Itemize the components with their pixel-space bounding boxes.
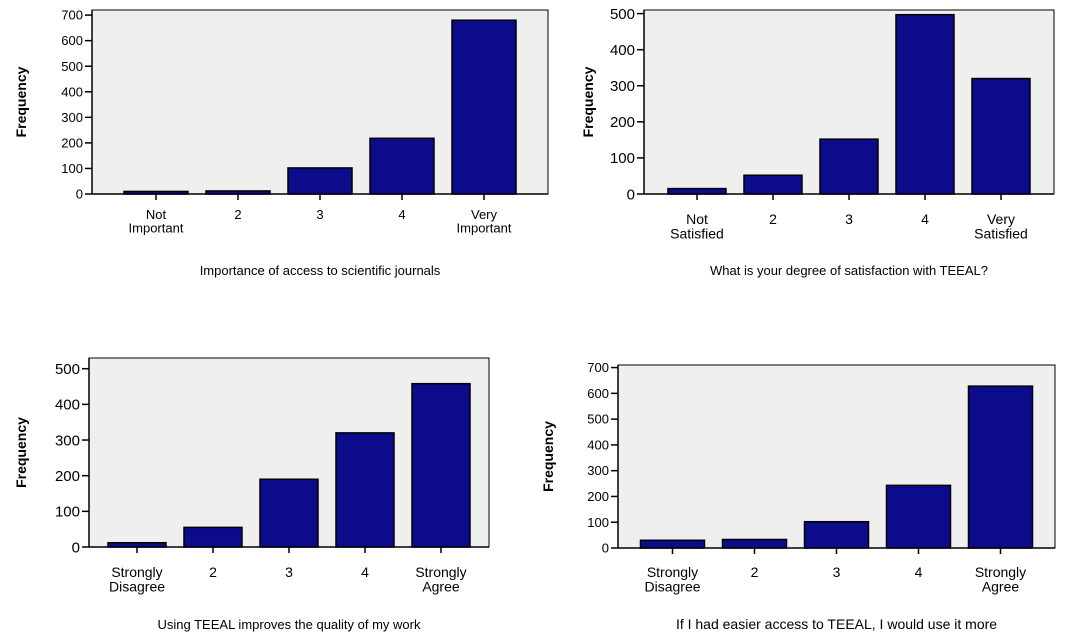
x-axis-title: If I had easier access to TEEAL, I would… — [676, 616, 997, 632]
x-tick-label: 4 — [361, 564, 369, 580]
y-tick-label: 100 — [55, 504, 80, 521]
x-tick-label: 4 — [915, 564, 923, 580]
x-axis-title: What is your degree of satisfaction with… — [710, 263, 988, 278]
x-axis-title: Using TEEAL improves the quality of my w… — [158, 617, 421, 632]
bar-5 — [451, 19, 517, 195]
bar-3 — [287, 167, 353, 195]
x-tick-label: 2 — [234, 207, 241, 222]
y-tick-label: 300 — [55, 432, 80, 449]
bar-3 — [259, 478, 319, 548]
y-tick-label: 0 — [76, 187, 83, 202]
chart-panel-4: 0 100 200 300 400 500 600 700 Strongly Disagree 2 3… — [540, 360, 1056, 632]
y-tick-label: 100 — [610, 150, 635, 167]
bar-4 — [885, 484, 952, 549]
bar-2 — [721, 538, 788, 549]
chart-panel-1: 0 100 200 300 400 500 600 700 Not Important 2 3 4 Ver… — [13, 8, 549, 278]
bar-5 — [971, 77, 1031, 195]
chart-panel-2: 0 100 200 300 400 500 Not Satisfied 2 3 4 Very Satis… — [580, 6, 1055, 278]
x-tick-label: 4 — [398, 207, 405, 222]
x-tick-label: Strongly Disagree — [644, 564, 700, 595]
x-tick-label: 3 — [833, 564, 841, 580]
x-tick-label: Not Satisfied — [670, 211, 724, 242]
bar-1 — [107, 541, 167, 548]
x-tick-label: Very Important — [457, 207, 512, 236]
y-tick-label: 0 — [72, 539, 80, 556]
bar-3 — [819, 138, 879, 195]
bar-5 — [967, 385, 1034, 549]
y-tick-label: 200 — [610, 114, 635, 131]
x-tick-label: Strongly Disagree — [109, 564, 165, 595]
x-tick-label: Not Important — [129, 207, 184, 236]
x-tick-label: 3 — [285, 564, 293, 580]
y-tick-label: 100 — [61, 161, 83, 176]
x-tick-label: 3 — [316, 207, 323, 222]
y-tick-label: 500 — [610, 6, 635, 23]
y-tick-label: 200 — [55, 468, 80, 485]
y-axis-title: Frequency — [13, 417, 29, 488]
y-tick-label: 400 — [61, 84, 83, 99]
y-tick-label: 0 — [602, 541, 609, 556]
bar-1 — [123, 190, 189, 195]
bar-1 — [639, 539, 706, 549]
bar-4 — [369, 137, 435, 195]
y-tick-label: 400 — [587, 437, 609, 452]
y-axis-title: Frequency — [580, 66, 596, 137]
bar-2 — [205, 190, 271, 195]
bar-3 — [803, 520, 870, 549]
x-tick-label: Very Satisfied — [974, 211, 1028, 242]
y-tick-label: 400 — [610, 42, 635, 59]
y-tick-label: 300 — [610, 78, 635, 95]
x-tick-label: 4 — [921, 211, 929, 227]
x-tick-label: Strongly Agree — [415, 564, 466, 595]
y-tick-label: 700 — [61, 8, 83, 23]
x-tick-label: 3 — [845, 211, 853, 227]
y-tick-label: 200 — [587, 489, 609, 504]
y-axis-title: Frequency — [13, 66, 29, 137]
bar-5 — [411, 382, 471, 548]
chart-panel-3: 0 100 200 300 400 500 Strongly Disagree 2 3 4 Stron… — [13, 357, 490, 632]
y-tick-label: 100 — [587, 515, 609, 530]
y-tick-label: 500 — [587, 412, 609, 427]
y-tick-label: 600 — [587, 386, 609, 401]
y-tick-label: 400 — [55, 397, 80, 414]
y-tick-label: 200 — [61, 135, 83, 150]
y-tick-label: 600 — [61, 33, 83, 48]
bar-4 — [335, 432, 395, 548]
bar-2 — [183, 526, 243, 548]
x-tick-label: 2 — [751, 564, 759, 580]
bar-2 — [743, 174, 803, 195]
y-tick-label: 500 — [61, 59, 83, 74]
x-axis-title: Importance of access to scientific journ… — [200, 263, 441, 278]
bar-1 — [667, 187, 727, 195]
y-tick-label: 300 — [61, 110, 83, 125]
x-tick-label: 2 — [209, 564, 217, 580]
y-tick-label: 500 — [55, 361, 80, 378]
y-tick-label: 0 — [627, 186, 635, 203]
bar-4 — [895, 13, 955, 195]
x-tick-label: 2 — [769, 211, 777, 227]
y-tick-label: 700 — [587, 360, 609, 375]
x-tick-label: Strongly Agree — [975, 564, 1026, 595]
y-axis-title: Frequency — [540, 421, 556, 492]
y-tick-label: 300 — [587, 463, 609, 478]
